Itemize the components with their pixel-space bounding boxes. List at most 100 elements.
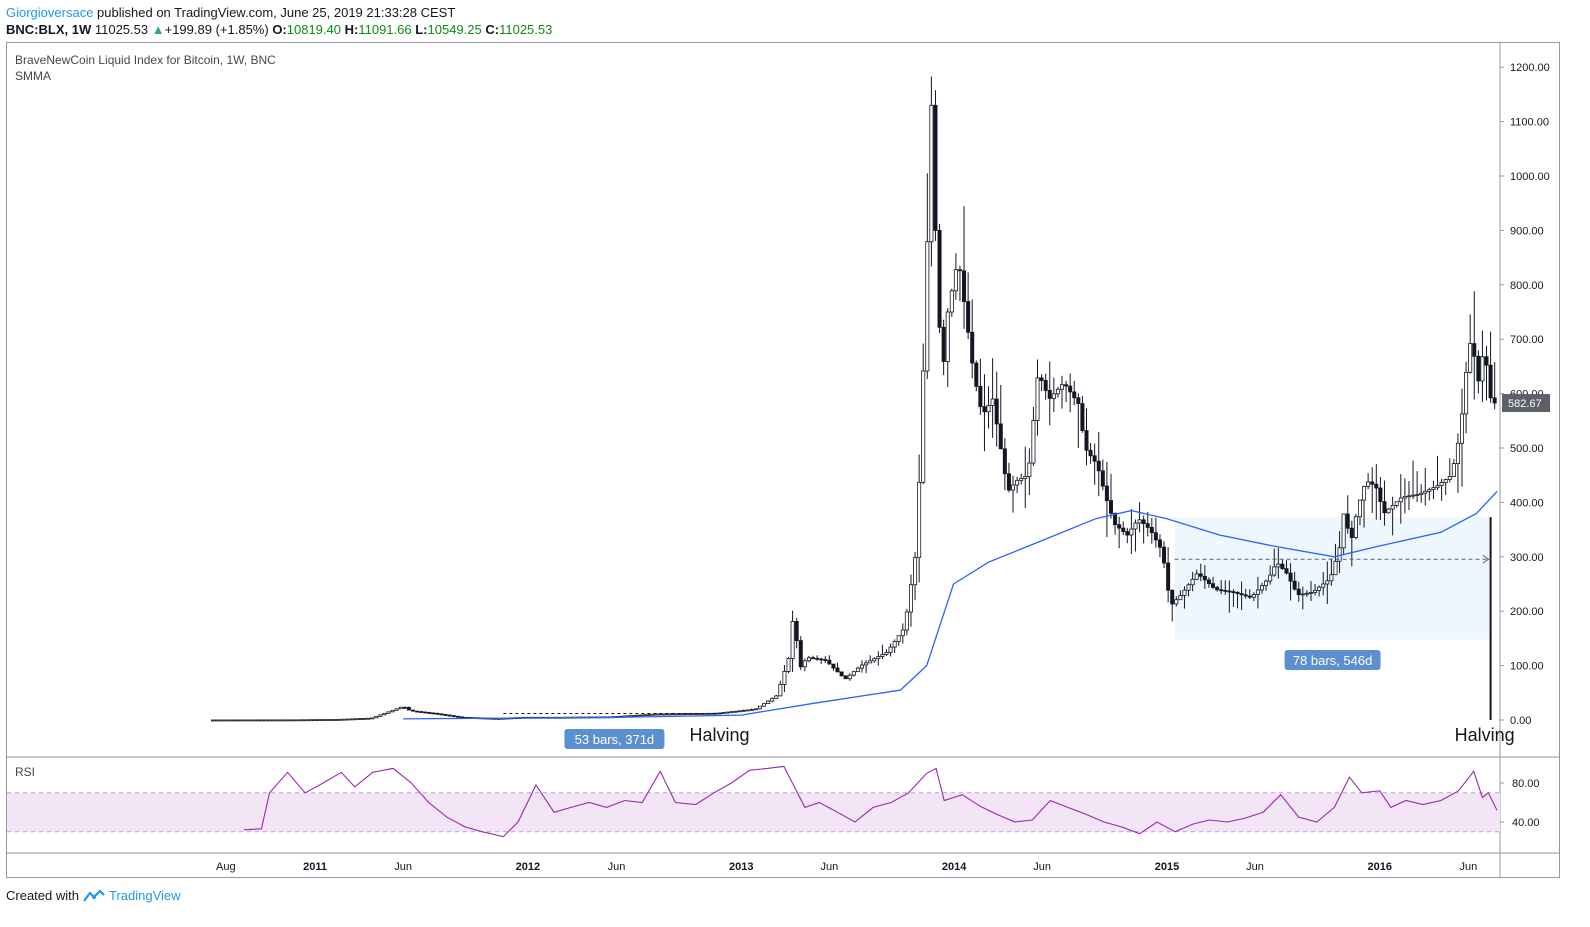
symbol-label: BNC:BLX, 1W <box>6 22 92 37</box>
tradingview-logo-icon <box>83 888 105 902</box>
candle-body <box>1006 473 1011 491</box>
candle-body <box>798 640 803 668</box>
candle-body <box>823 659 828 661</box>
price-tick-label: 700.00 <box>1510 334 1544 346</box>
candle-body <box>411 709 416 712</box>
candle-body <box>1084 430 1089 451</box>
candle-body <box>1166 562 1171 591</box>
candle-body <box>651 713 656 716</box>
candle-body <box>1141 519 1146 525</box>
candle-body <box>455 715 460 718</box>
candle-body <box>1423 490 1428 494</box>
candle-body <box>1051 393 1056 399</box>
series-legend: BraveNewCoin Liquid Index for Bitcoin, 1… <box>15 53 276 67</box>
candle-body <box>680 713 685 716</box>
candle-body <box>1088 449 1093 457</box>
candle-body <box>647 714 652 716</box>
price-tick-label: 1100.00 <box>1510 117 1549 129</box>
candle-body <box>1072 391 1077 399</box>
candle-body <box>386 711 391 714</box>
time-tick-label: 2012 <box>516 861 540 873</box>
candle-body <box>766 700 771 705</box>
candle-body <box>664 713 669 716</box>
candle-body <box>1264 580 1269 586</box>
candle-body <box>1464 371 1469 415</box>
candle-body <box>247 719 252 722</box>
candle-body <box>1227 590 1232 593</box>
candle-body <box>1480 356 1485 382</box>
close-label: C: <box>485 22 500 37</box>
candle-body <box>406 707 411 711</box>
candle-body <box>1215 586 1220 591</box>
candle-body <box>394 708 399 711</box>
time-tick-label: Jun <box>394 861 412 873</box>
change-value: +199.89 (+1.85%) <box>164 22 269 37</box>
rsi-line <box>243 765 1498 838</box>
candle-body <box>210 719 215 722</box>
author-link[interactable]: Giorgioversace <box>6 5 94 20</box>
candle-body <box>1431 487 1436 490</box>
price-tick-label: 800.00 <box>1510 280 1544 292</box>
candle-body <box>1011 484 1016 491</box>
candle-body <box>839 671 844 677</box>
ohlc-line: BNC:BLX, 1W 11025.53 ▲+199.89 (+1.85%) O… <box>6 21 552 38</box>
footer-text: Created with <box>6 888 79 903</box>
candle-body <box>790 621 795 659</box>
candle-body <box>439 713 444 716</box>
candle-body <box>1398 497 1403 503</box>
candle-body <box>770 698 775 702</box>
candle-body <box>868 660 873 664</box>
candle-body <box>978 385 983 408</box>
candle-body <box>366 717 371 720</box>
candle-body <box>402 706 407 709</box>
candle-body <box>1260 585 1265 591</box>
candle-body <box>655 713 660 716</box>
candle-body <box>692 713 697 715</box>
candle-body <box>913 557 918 586</box>
candle-body <box>1366 481 1371 487</box>
candle-body <box>1137 519 1142 524</box>
candle-body <box>721 712 726 714</box>
footer-brand[interactable]: TradingView <box>108 888 181 903</box>
candle-body <box>239 719 244 722</box>
range-label-box <box>564 729 665 749</box>
candle-body <box>1296 588 1301 596</box>
candle-body <box>341 718 346 721</box>
candle-body <box>921 370 926 483</box>
footer: Created with TradingView <box>6 888 181 903</box>
candle-body <box>1002 448 1007 475</box>
candle-body <box>1402 496 1407 499</box>
candle-body <box>855 667 860 673</box>
candle-body <box>941 326 946 362</box>
candle-body <box>933 104 938 231</box>
candle-body <box>1019 478 1024 481</box>
candle-body <box>1439 482 1444 487</box>
candle-body <box>668 713 673 716</box>
time-tick-label: Jun <box>1460 861 1478 873</box>
candle-body <box>423 711 428 714</box>
candle-body <box>1064 384 1069 387</box>
time-tick-label: Jun <box>1246 861 1264 873</box>
candle-body <box>851 671 856 676</box>
last-price-tag <box>1502 394 1550 413</box>
candle-body <box>1125 531 1130 536</box>
candle-body <box>1276 563 1281 568</box>
price-tick-label: 1200.00 <box>1510 62 1550 74</box>
candle-body <box>859 664 864 669</box>
candle-body <box>896 635 901 642</box>
arrow-icon <box>1482 554 1490 564</box>
candle-body <box>1129 528 1134 536</box>
candle-body <box>998 423 1003 450</box>
candle-body <box>215 719 220 722</box>
candle-body <box>1068 385 1073 393</box>
candle-body <box>317 719 322 722</box>
candle-body <box>1255 589 1260 595</box>
price-tick-label: 400.00 <box>1510 497 1544 509</box>
candle-body <box>313 719 318 722</box>
candle-body <box>272 719 277 722</box>
candle-body <box>1472 343 1477 357</box>
candle-body <box>243 719 248 722</box>
time-tick-label: 2013 <box>729 861 753 873</box>
rsi-legend: RSI <box>15 765 36 779</box>
